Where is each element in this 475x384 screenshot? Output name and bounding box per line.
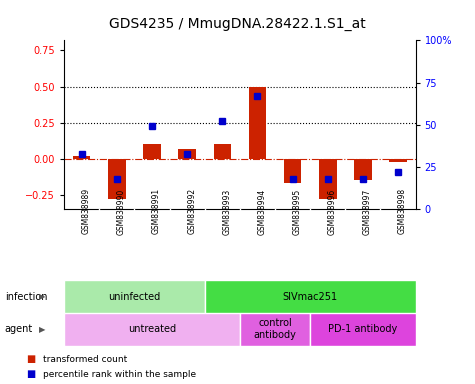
Text: GSM838990: GSM838990: [117, 188, 126, 235]
Text: GSM838995: GSM838995: [293, 188, 302, 235]
Text: ■: ■: [26, 354, 35, 364]
Text: PD-1 antibody: PD-1 antibody: [328, 324, 398, 334]
Bar: [354, 159, 371, 180]
Text: GDS4235 / MmugDNA.28422.1.S1_at: GDS4235 / MmugDNA.28422.1.S1_at: [109, 17, 366, 31]
Text: ▶: ▶: [39, 325, 46, 334]
Text: SIVmac251: SIVmac251: [283, 291, 338, 302]
Text: GSM838997: GSM838997: [363, 188, 372, 235]
Text: GSM838998: GSM838998: [398, 188, 407, 235]
Text: transformed count: transformed count: [43, 354, 127, 364]
Text: uninfected: uninfected: [108, 291, 161, 302]
Text: GSM838989: GSM838989: [82, 188, 91, 235]
Bar: [390, 159, 407, 162]
Text: untreated: untreated: [128, 324, 176, 334]
Text: agent: agent: [5, 324, 33, 334]
Text: GSM838993: GSM838993: [222, 188, 231, 235]
Bar: [284, 159, 301, 183]
Text: percentile rank within the sample: percentile rank within the sample: [43, 370, 196, 379]
Bar: [64, 313, 240, 346]
Bar: [213, 144, 231, 159]
Bar: [179, 149, 196, 159]
Text: control
antibody: control antibody: [254, 318, 296, 340]
Text: GSM838992: GSM838992: [187, 188, 196, 235]
Bar: [319, 159, 336, 199]
Bar: [108, 159, 125, 199]
Text: GSM838994: GSM838994: [257, 188, 266, 235]
Text: GSM838991: GSM838991: [152, 188, 161, 235]
Bar: [73, 156, 91, 159]
Text: ■: ■: [26, 369, 35, 379]
Bar: [249, 86, 266, 159]
Bar: [240, 313, 310, 346]
Bar: [64, 280, 205, 313]
Text: GSM838996: GSM838996: [328, 188, 337, 235]
Bar: [143, 144, 161, 159]
Text: ▶: ▶: [39, 292, 46, 301]
Bar: [310, 313, 416, 346]
Bar: [205, 280, 416, 313]
Text: infection: infection: [5, 291, 47, 302]
